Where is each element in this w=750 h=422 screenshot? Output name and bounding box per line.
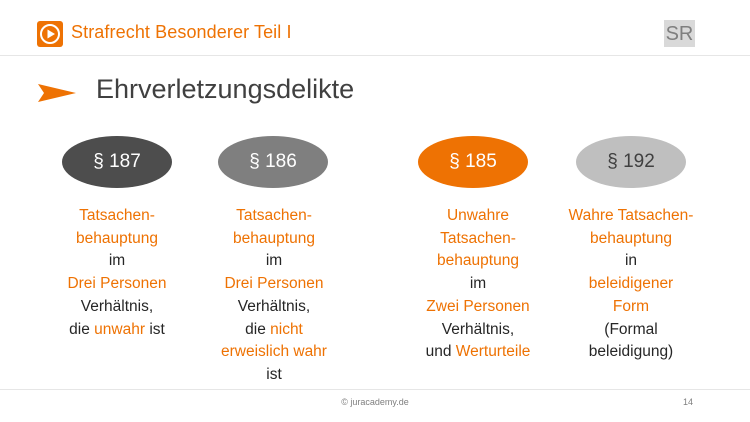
header-divider xyxy=(0,55,750,56)
description-line: Verhältnis, xyxy=(393,319,563,342)
plain-text: im xyxy=(108,252,126,270)
description-line: im xyxy=(393,273,563,296)
slide-title: Ehrverletzungsdelikte xyxy=(96,74,355,104)
description-line: behauptung xyxy=(32,228,202,251)
highlighted-text: Tatsachen- xyxy=(236,207,312,224)
sr-badge: SR xyxy=(664,20,695,47)
course-title: Strafrecht Besonderer Teil I xyxy=(71,22,292,42)
description-line: behauptung xyxy=(189,228,359,251)
highlighted-text: Tatsachen- xyxy=(440,229,516,247)
slide-header: Strafrecht Besonderer Teil I SR xyxy=(0,0,750,56)
description-line: ist xyxy=(189,364,359,387)
description-line: Zwei Personen xyxy=(393,296,563,319)
description-line: beleidigener xyxy=(546,273,716,296)
highlighted-text: Zwei Personen xyxy=(426,297,530,315)
plain-text: in xyxy=(624,252,638,270)
description-line: Wahre Tatsachen- xyxy=(546,205,716,228)
description-187: Tatsachen-behauptung im Drei Personen Verhä… xyxy=(32,205,202,341)
plain-text: die xyxy=(245,320,271,338)
description-192: Wahre Tatsachen-behauptung in beleidigener… xyxy=(546,205,716,364)
description-line: Tatsachen- xyxy=(189,205,359,228)
description-line: Form xyxy=(546,296,716,319)
play-icon xyxy=(37,21,63,47)
description-line: (Formal xyxy=(546,319,716,342)
plain-text: im xyxy=(265,252,283,270)
highlighted-text: behauptung xyxy=(590,229,672,247)
orange-arrow-icon xyxy=(38,84,76,107)
highlighted-text: Unwahre xyxy=(446,207,510,224)
description-line: erweislich wahr xyxy=(189,341,359,364)
copyright-text: © juracademy.de xyxy=(341,397,409,407)
description-line: und Werturteile xyxy=(393,341,563,364)
description-line: Tatsachen- xyxy=(393,228,563,251)
description-line: Verhältnis, xyxy=(189,296,359,319)
plain-text: ist xyxy=(145,320,165,338)
highlighted-text: nicht xyxy=(270,320,303,338)
plain-text: Verhältnis, xyxy=(237,297,311,315)
description-line: behauptung xyxy=(393,250,563,273)
highlighted-text: behauptung xyxy=(76,229,158,247)
plain-text: Verhältnis, xyxy=(80,297,154,315)
highlighted-text: erweislich wahr xyxy=(221,343,327,361)
description-line: behauptung xyxy=(546,228,716,251)
description-line: beleidigung) xyxy=(546,341,716,364)
plain-text: Verhältnis, xyxy=(441,320,515,338)
plain-text: beleidigung) xyxy=(588,343,674,361)
paragraph-186-oval: § 186 xyxy=(218,136,328,188)
description-line: in xyxy=(546,250,716,273)
description-line: im xyxy=(32,250,202,273)
plain-text: im xyxy=(469,275,487,293)
highlighted-text: Form xyxy=(612,297,650,315)
highlighted-text: Tatsachen- xyxy=(79,207,155,224)
description-line: Drei Personen xyxy=(189,273,359,296)
page-number: 14 xyxy=(683,397,694,407)
description-186: Tatsachen-behauptung im Drei Personen Verhä… xyxy=(189,205,359,387)
highlighted-text: Wahre Tatsachen- xyxy=(568,207,694,224)
highlighted-text: beleidigener xyxy=(588,275,674,293)
footer-divider xyxy=(0,389,750,390)
description-line: Unwahre xyxy=(393,205,563,228)
paragraph-185-oval: § 185 xyxy=(418,136,528,188)
description-line: Verhältnis, xyxy=(32,296,202,319)
plain-text: die xyxy=(69,320,95,338)
highlighted-text: behauptung xyxy=(233,229,315,247)
description-line: Tatsachen- xyxy=(32,205,202,228)
description-line: die nicht xyxy=(189,319,359,342)
description-185: Unwahre Tatsachen-behauptung im Zwei Person… xyxy=(393,205,563,364)
paragraph-187-oval: § 187 xyxy=(62,136,172,188)
plain-text: und xyxy=(425,343,456,361)
paragraph-192-oval: § 192 xyxy=(576,136,686,188)
highlighted-text: Drei Personen xyxy=(224,275,324,293)
plain-text: (Formal xyxy=(604,320,658,338)
description-line: die unwahr ist xyxy=(32,319,202,342)
plain-text: ist xyxy=(266,365,282,383)
highlighted-text: unwahr xyxy=(94,320,146,338)
highlighted-text: Drei Personen xyxy=(67,275,167,293)
description-line: Drei Personen xyxy=(32,273,202,296)
description-line: im xyxy=(189,250,359,273)
highlighted-text: Werturteile xyxy=(455,343,531,361)
highlighted-text: behauptung xyxy=(437,252,519,270)
